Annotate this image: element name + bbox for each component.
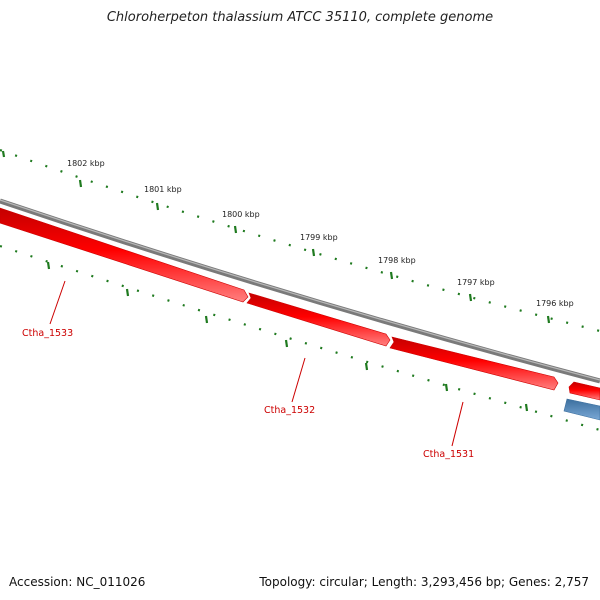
major-tick xyxy=(46,261,51,270)
major-ticks-inner xyxy=(46,261,529,412)
genome-summary: Topology: circular; Length: 3,293,456 bp… xyxy=(259,575,589,589)
major-tick xyxy=(204,315,209,324)
gene-ctha-1531[interactable] xyxy=(389,336,559,391)
major-tick xyxy=(468,293,473,302)
ruler-label: 1798 kbp xyxy=(378,256,416,265)
gene-ctha-1532[interactable] xyxy=(246,292,391,347)
page-title: Chloroherpeton thalassium ATCC 35110, co… xyxy=(106,10,494,25)
major-tick xyxy=(78,179,83,188)
genome-backbone xyxy=(0,198,600,384)
major-tick xyxy=(125,288,130,297)
forward-genes xyxy=(0,207,600,401)
gene-label[interactable]: Ctha_1531 xyxy=(423,449,474,460)
ruler-labels: 1802 kbp 1801 kbp 1800 kbp 1799 kbp 1798… xyxy=(67,159,574,308)
ruler-label: 1802 kbp xyxy=(67,159,105,168)
major-tick xyxy=(155,202,160,211)
inner-tick-ring xyxy=(0,244,600,432)
gene-next-forward[interactable] xyxy=(568,381,600,401)
genome-backbone-highlight xyxy=(0,199,600,381)
gene-label-leaders xyxy=(49,280,464,447)
gene-reverse[interactable] xyxy=(563,398,600,421)
ruler-label: 1800 kbp xyxy=(222,210,260,219)
leader-line xyxy=(451,401,464,447)
ruler-label: 1796 kbp xyxy=(536,299,574,308)
leader-line xyxy=(291,357,306,403)
major-ticks-outer xyxy=(1,150,551,324)
major-tick xyxy=(444,383,449,392)
major-tick xyxy=(364,362,369,371)
major-tick xyxy=(546,315,551,324)
major-tick xyxy=(311,248,316,257)
major-tick xyxy=(233,225,238,234)
ruler-label: 1801 kbp xyxy=(144,185,182,194)
gene-ctha-1533[interactable] xyxy=(0,207,249,303)
gene-label[interactable]: Ctha_1533 xyxy=(22,328,73,339)
accession-label: Accession: NC_011026 xyxy=(9,575,146,589)
gene-label[interactable]: Ctha_1532 xyxy=(264,405,315,416)
major-tick xyxy=(284,339,289,348)
ruler-label: 1797 kbp xyxy=(457,278,495,287)
gene-labels: Ctha_1533 Ctha_1532 Ctha_1531 xyxy=(22,328,474,460)
leader-line xyxy=(49,280,66,325)
major-tick xyxy=(389,271,394,280)
major-tick xyxy=(524,403,529,412)
major-tick xyxy=(1,150,6,158)
ruler-label: 1799 kbp xyxy=(300,233,338,242)
